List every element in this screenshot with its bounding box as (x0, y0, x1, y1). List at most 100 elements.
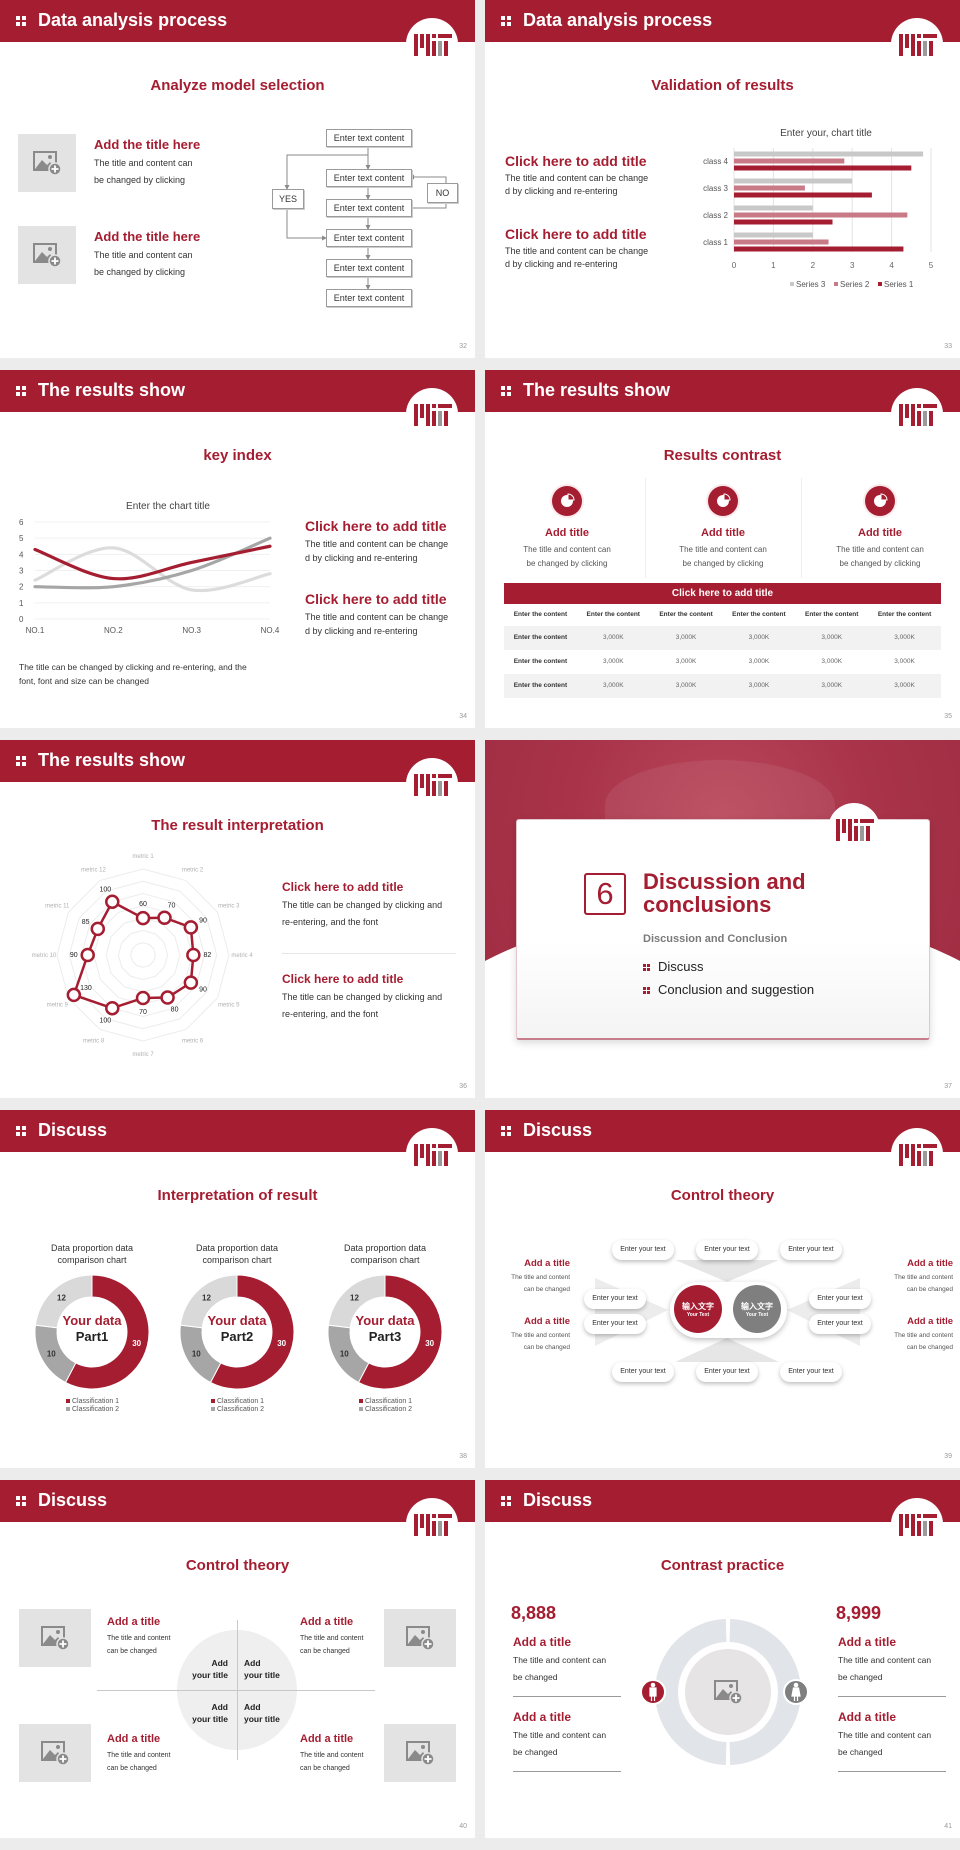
radar-point (160, 990, 175, 1005)
flow-yes-box[interactable]: YES (272, 189, 304, 209)
logo-bar (905, 1144, 909, 1158)
flow-box[interactable]: Enter text content (326, 259, 412, 277)
slide-subtitle: key index (203, 447, 272, 464)
add-image-icon (33, 243, 62, 268)
item-title[interactable]: Click here to add title (505, 153, 647, 169)
text-pill[interactable]: Enter your text (584, 1289, 646, 1309)
logo-bar (438, 34, 452, 38)
item-title[interactable]: Click here to add title (305, 591, 447, 607)
grid-dots-icon (16, 1496, 20, 1500)
text-pill[interactable]: Enter your text (809, 1289, 871, 1309)
text-pill[interactable]: Enter your text (612, 1362, 674, 1382)
image-placeholder[interactable] (384, 1609, 456, 1667)
flow-box[interactable]: Enter text content (326, 229, 412, 247)
logo-bar (432, 411, 436, 426)
flow-box[interactable]: Enter text content (326, 289, 412, 307)
body-line: be changed (838, 1747, 883, 1757)
logo-bar (923, 41, 927, 56)
grid-dots-icon (501, 1496, 505, 1500)
flow-box[interactable]: Enter text content (326, 129, 412, 147)
logo-bar (923, 404, 937, 408)
body-line: be changed (513, 1747, 558, 1757)
radar-axis-label: metric 2 (182, 867, 204, 873)
radar-value-label: 100 (99, 1017, 111, 1024)
text-pill[interactable]: Enter your text (696, 1240, 758, 1260)
text-pill[interactable]: Enter your text (780, 1240, 842, 1260)
item-title[interactable]: Add a title (107, 1616, 161, 1628)
text-pill[interactable]: Enter your text (809, 1314, 871, 1334)
center-circle[interactable]: 输入文字 Your Text (733, 1285, 781, 1333)
radar-axis-label: metric 11 (45, 904, 70, 910)
item-title[interactable]: Add a title (513, 1635, 572, 1649)
logo-bar (911, 34, 915, 56)
x-tick-label: NO.1 (26, 626, 45, 635)
slide-33: Data analysis process Validation of resul… (485, 0, 960, 358)
column-body: The title and content can be changed by c… (653, 543, 793, 571)
item-title[interactable]: Click here to add title (305, 518, 447, 534)
radar-value-label: 100 (99, 887, 111, 894)
image-frame (41, 1626, 65, 1646)
item-title[interactable]: Click here to add title (282, 972, 404, 986)
toc-item[interactable]: Discuss (643, 959, 704, 974)
quadrant-label[interactable]: Add your title (244, 1701, 304, 1725)
item-title[interactable]: Click here to add title (282, 880, 404, 894)
slide-header: Discuss (485, 1110, 960, 1152)
bar (734, 205, 813, 211)
body-line: can be changed (300, 1765, 350, 1772)
item-title[interactable]: Add a title (300, 1616, 354, 1628)
table-title-bar[interactable]: Click here to add title (504, 583, 941, 604)
logo-bar (899, 34, 903, 56)
flow-no-box[interactable]: NO (427, 183, 458, 203)
flow-box[interactable]: Enter text content (326, 169, 412, 187)
quadrant-line: Add (244, 1658, 261, 1668)
quadrant-label[interactable]: Add your title (244, 1657, 304, 1681)
body-line: can be changed (906, 1286, 953, 1293)
section-title-line: Discussion and (643, 869, 806, 894)
mit-logo-mark (836, 819, 874, 841)
item-title[interactable]: Add the title here (94, 229, 201, 244)
legend-item: Classification 1 (359, 1398, 412, 1406)
quadrant-label[interactable]: Add your title (168, 1657, 228, 1681)
pie-chart-icon (863, 484, 897, 518)
icon-slice (567, 493, 575, 501)
pie-chart-icon (550, 484, 584, 518)
text-pill[interactable]: Enter your text (584, 1314, 646, 1334)
text-pill[interactable]: Enter your text (696, 1362, 758, 1382)
image-sun (421, 1745, 425, 1749)
body-line: d by clicking and re-entering (505, 186, 618, 196)
image-placeholder[interactable] (18, 226, 76, 284)
plus-sign (424, 1640, 432, 1648)
image-placeholder[interactable] (713, 1679, 743, 1705)
logo-bar (899, 404, 903, 426)
image-placeholder[interactable] (19, 1724, 91, 1782)
image-placeholder[interactable] (19, 1609, 91, 1667)
body-line: The title and content can be change (305, 612, 449, 622)
radar-axis-label: metric 12 (81, 867, 106, 873)
image-placeholder[interactable] (18, 134, 76, 192)
item-title[interactable]: Add a title (300, 1733, 354, 1745)
text-pill[interactable]: Enter your text (612, 1240, 674, 1260)
image-placeholder[interactable] (384, 1724, 456, 1782)
column-divider (645, 478, 646, 578)
item-title[interactable]: Click here to add title (505, 226, 647, 242)
center-circle[interactable]: 输入文字 Your Text (674, 1285, 722, 1333)
quadrant-label[interactable]: Add your title (168, 1701, 228, 1725)
quadrant-line: Add (211, 1658, 228, 1668)
table-cell: 3,000K (748, 658, 770, 665)
item-title[interactable]: Add a title (513, 1710, 572, 1724)
item-body: The title and content can be change d by … (505, 245, 648, 271)
item-title[interactable]: Add a title (838, 1635, 897, 1649)
item-title[interactable]: Add a title (107, 1733, 161, 1745)
mit-logo-mark (414, 1144, 452, 1166)
logo-bar (414, 34, 418, 56)
item-body: The title and content can be changed by c… (94, 247, 193, 281)
flow-box[interactable]: Enter text content (326, 199, 412, 217)
text-pill[interactable]: Enter your text (780, 1362, 842, 1382)
item-title[interactable]: Add the title here (94, 137, 201, 152)
donut-slice (64, 1274, 150, 1390)
item-title[interactable]: Add a title (838, 1710, 897, 1724)
toc-item[interactable]: Conclusion and suggestion (643, 982, 814, 997)
add-image-icon (41, 1626, 70, 1651)
body-line: The title and content (511, 1274, 570, 1281)
connector-arrow (675, 1338, 779, 1362)
